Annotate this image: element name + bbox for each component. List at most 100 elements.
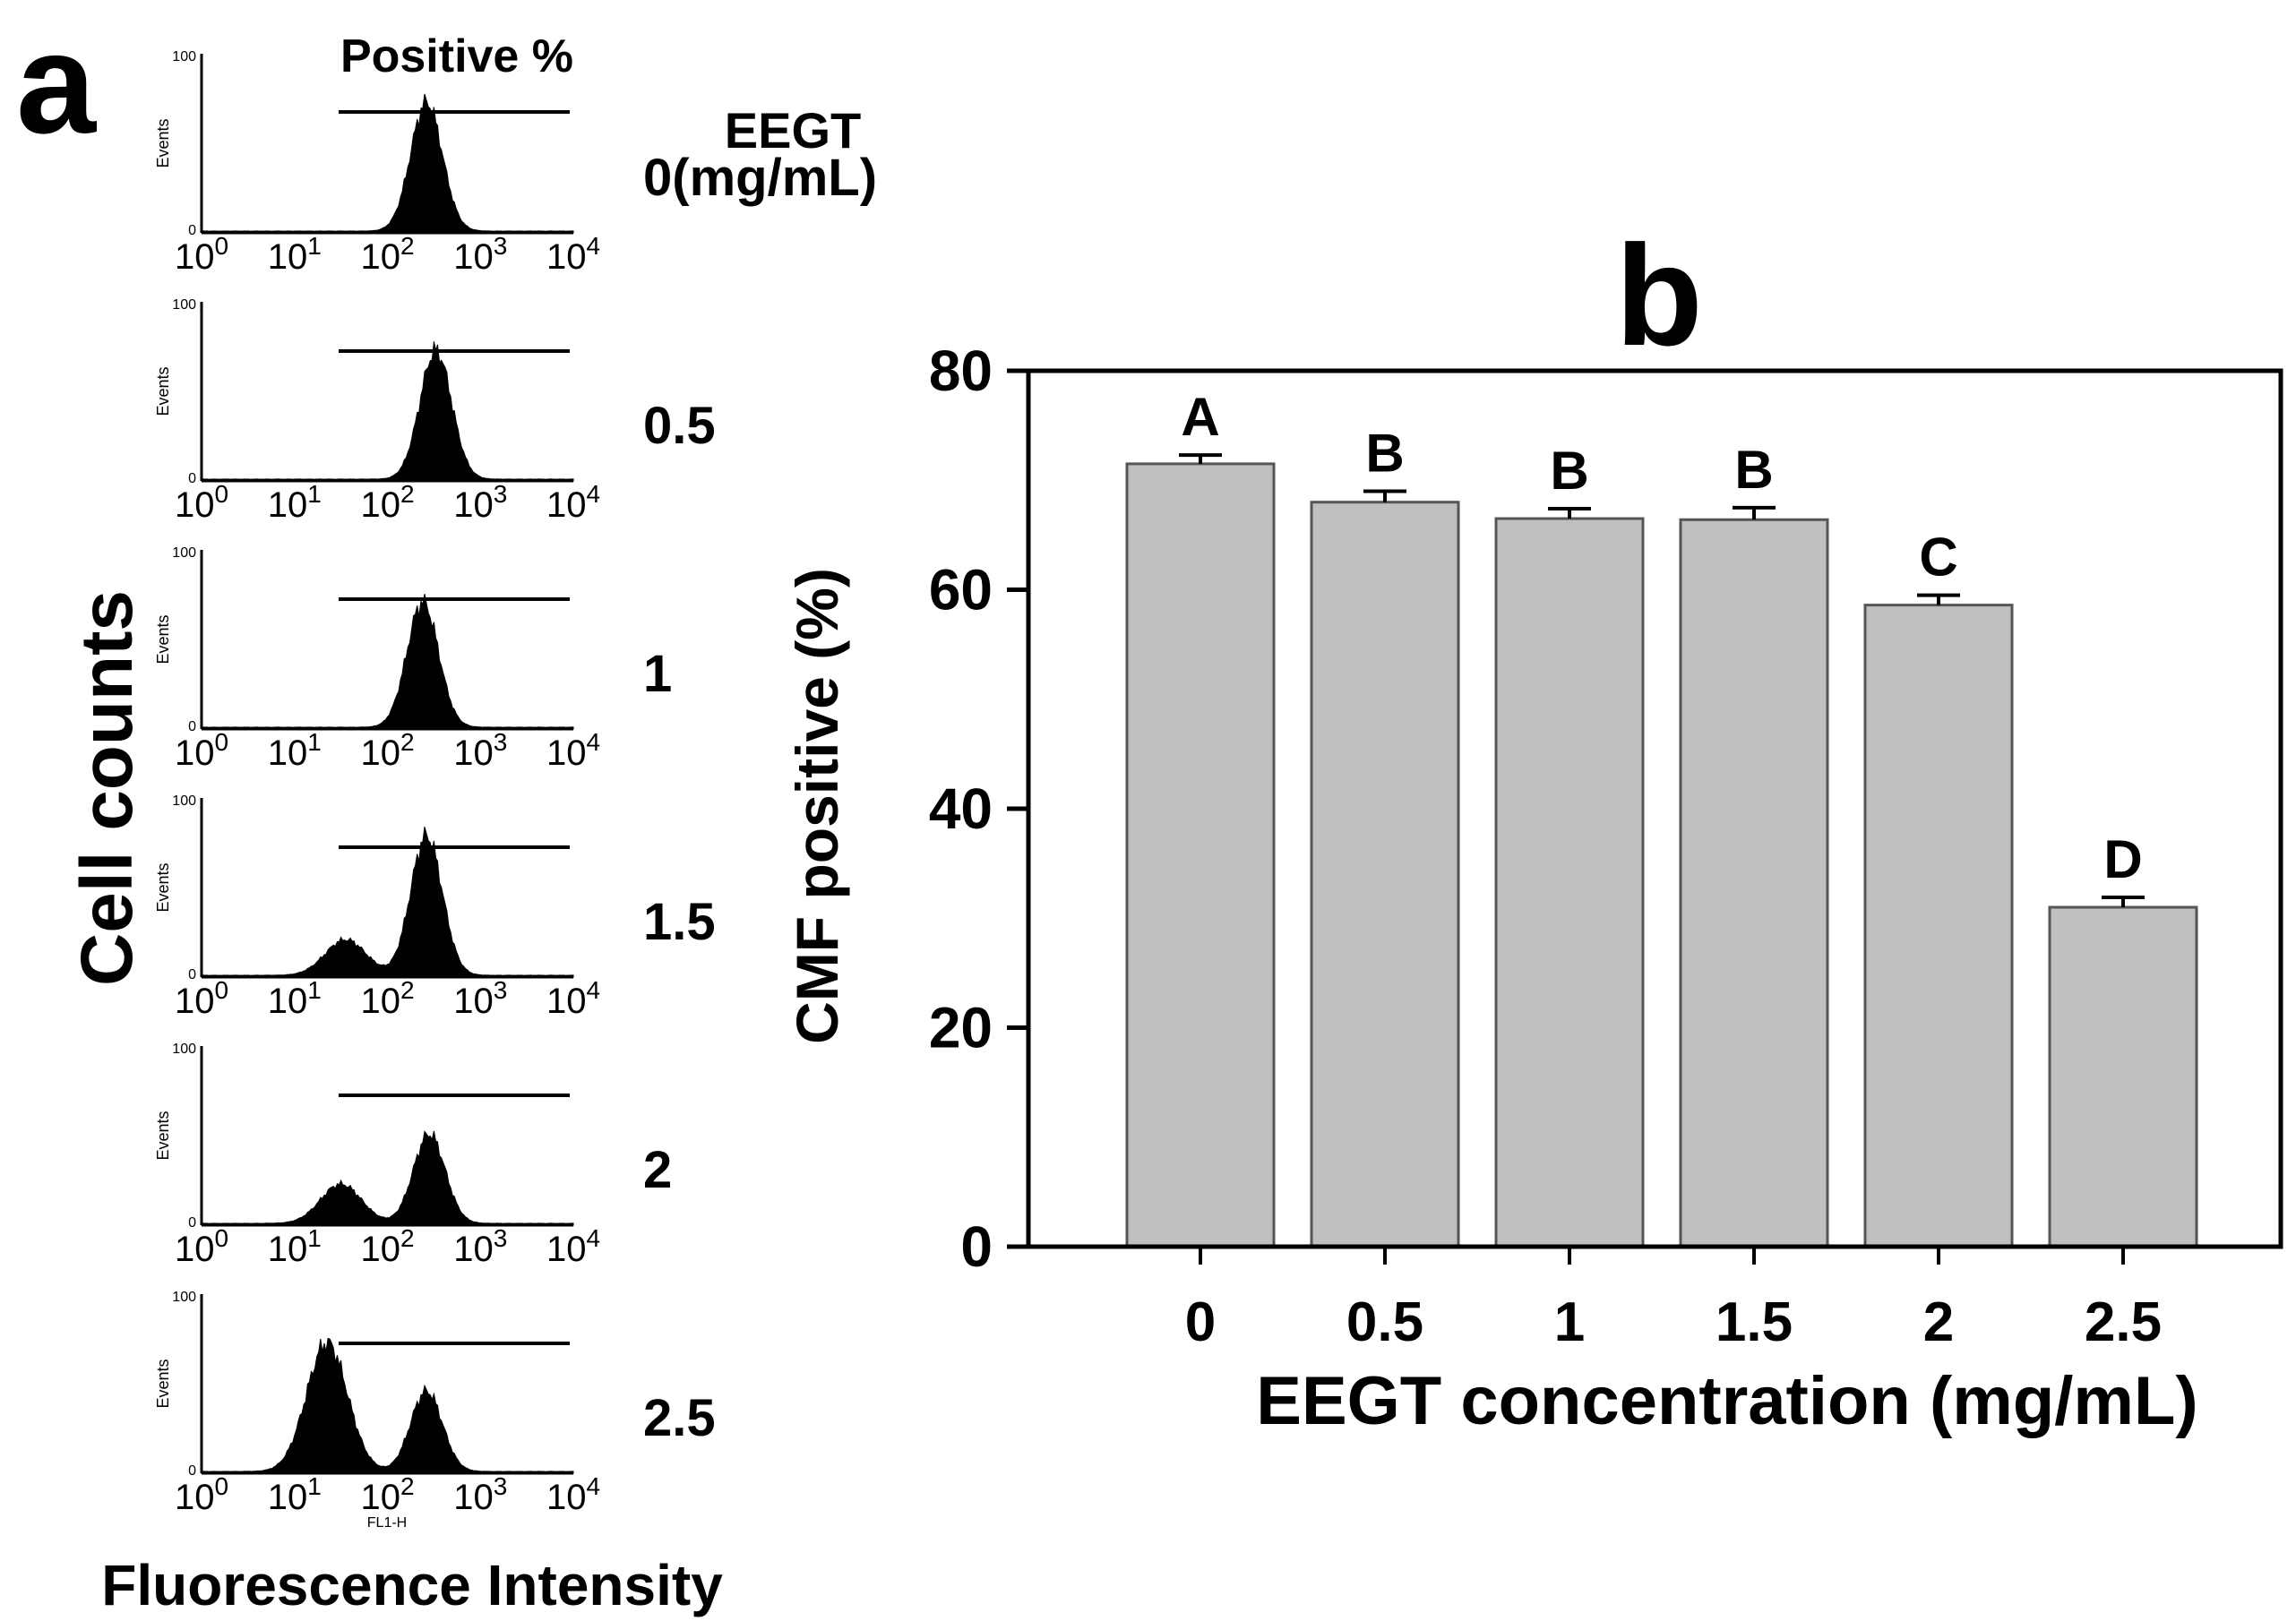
significance-letter-1: B bbox=[1550, 441, 1588, 501]
x-tick-label-5-2: 102 bbox=[360, 1472, 414, 1517]
y-ticks-layer: 0 20 40 60 80 bbox=[929, 339, 1028, 1279]
x-tick-exponent: 0 bbox=[214, 976, 228, 1004]
x-tick-base: 10 bbox=[546, 237, 587, 277]
x-tick-exponent: 4 bbox=[586, 1472, 600, 1500]
x-tick-exponent: 0 bbox=[214, 1224, 228, 1252]
y-tick-100: 100 bbox=[172, 297, 196, 313]
x-tick-exponent: 2 bbox=[400, 1472, 415, 1500]
x-tick-base: 10 bbox=[175, 733, 215, 773]
panel-a-letter: a bbox=[16, 3, 97, 163]
x-tick-base: 10 bbox=[546, 733, 587, 773]
x-tick-base: 10 bbox=[360, 237, 400, 277]
significance-letter-1.5: B bbox=[1734, 440, 1773, 500]
y-tick-100: 100 bbox=[172, 1042, 196, 1057]
significance-letters-layer: A B B B C D bbox=[1181, 387, 2142, 889]
x-tick-label-1-2: 102 bbox=[360, 480, 414, 525]
y-axis-title: CMF positive (%) bbox=[784, 568, 850, 1044]
x-tick-exponent: 4 bbox=[586, 1224, 600, 1252]
bar-1 bbox=[1494, 517, 1645, 1248]
x-tick-label-2-0: 100 bbox=[175, 728, 228, 773]
x-tick-label-0.5: 0.5 bbox=[1346, 1291, 1423, 1353]
channel-label: FL1-H bbox=[367, 1515, 407, 1531]
x-tick-exponent: 4 bbox=[586, 728, 600, 756]
x-tick-exponent: 2 bbox=[400, 728, 415, 756]
x-tick-base: 10 bbox=[546, 485, 587, 525]
x-tick-base: 10 bbox=[453, 982, 494, 1021]
x-tick-exponent: 3 bbox=[494, 1224, 508, 1252]
histogram-fill-2.5 bbox=[201, 1337, 574, 1474]
bar-0.5 bbox=[1310, 501, 1460, 1248]
events-label: Events bbox=[154, 614, 172, 664]
x-tick-label-4-4: 104 bbox=[546, 1224, 600, 1269]
y-tick-100: 100 bbox=[172, 49, 196, 64]
x-tick-exponent: 2 bbox=[400, 1224, 415, 1252]
x-tick-base: 10 bbox=[360, 982, 400, 1021]
x-tick-exponent: 4 bbox=[586, 232, 600, 260]
x-tick-base: 10 bbox=[175, 1478, 215, 1517]
x-tick-exponent: 1 bbox=[307, 1472, 322, 1500]
concentration-label-2: 2 bbox=[643, 1141, 672, 1199]
y-tick-100: 100 bbox=[172, 1290, 196, 1305]
concentration-label-0.5: 0.5 bbox=[643, 397, 716, 455]
bar-0 bbox=[1125, 462, 1276, 1248]
x-tick-base: 10 bbox=[175, 485, 215, 525]
x-tick-base: 10 bbox=[360, 1230, 400, 1269]
x-tick-label-4-0: 100 bbox=[175, 1224, 228, 1269]
x-tick-exponent: 2 bbox=[400, 976, 415, 1004]
significance-letter-0.5: B bbox=[1365, 423, 1404, 483]
x-tick-base: 10 bbox=[360, 733, 400, 773]
x-tick-exponent: 1 bbox=[307, 480, 322, 508]
bars-layer bbox=[1125, 462, 2198, 1248]
x-tick-label-3-1: 101 bbox=[268, 976, 322, 1021]
x-tick-label-1-1: 101 bbox=[268, 480, 322, 525]
concentration-label-0: 0(mg/mL) bbox=[643, 149, 877, 207]
x-tick-label-0-3: 103 bbox=[453, 232, 507, 277]
x-tick-label-5-1: 101 bbox=[268, 1472, 322, 1517]
x-tick-base: 10 bbox=[546, 982, 587, 1021]
histogram-fill-1.5 bbox=[201, 826, 574, 978]
x-tick-base: 10 bbox=[268, 237, 308, 277]
x-tick-base: 10 bbox=[546, 1230, 587, 1269]
bar-1.5 bbox=[1679, 518, 1829, 1248]
y-tick-label-20: 20 bbox=[929, 996, 993, 1060]
bar-chart: A B B B C D 0 20 40 60 80 0 0.5 1 1.5 2 2.5 bbox=[929, 339, 2283, 1353]
significance-letter-2: C bbox=[1919, 527, 1957, 588]
x-tick-exponent: 4 bbox=[586, 480, 600, 508]
x-tick-exponent: 3 bbox=[494, 728, 508, 756]
x-tick-label-3-0: 100 bbox=[175, 976, 228, 1021]
x-tick-label-2-1: 101 bbox=[268, 728, 322, 773]
concentration-label-1: 1 bbox=[643, 645, 672, 703]
x-tick-base: 10 bbox=[453, 485, 494, 525]
y-tick-label-40: 40 bbox=[929, 776, 993, 841]
x-tick-base: 10 bbox=[360, 1478, 400, 1517]
y-tick-label-0: 0 bbox=[960, 1214, 993, 1279]
x-tick-base: 10 bbox=[360, 485, 400, 525]
x-tick-label-3-2: 102 bbox=[360, 976, 414, 1021]
x-tick-label-0-4: 104 bbox=[546, 232, 600, 277]
events-label: Events bbox=[154, 1111, 172, 1160]
x-tick-exponent: 0 bbox=[214, 1472, 228, 1500]
x-tick-exponent: 1 bbox=[307, 232, 322, 260]
x-tick-base: 10 bbox=[546, 1478, 587, 1517]
bar-2 bbox=[1863, 604, 2014, 1248]
x-tick-exponent: 3 bbox=[494, 232, 508, 260]
x-tick-exponent: 3 bbox=[494, 976, 508, 1004]
x-tick-label-4-1: 101 bbox=[268, 1224, 322, 1269]
x-tick-label-0-1: 101 bbox=[268, 232, 322, 277]
error-bars-layer bbox=[1179, 453, 2145, 908]
x-tick-label-2-3: 103 bbox=[453, 728, 507, 773]
x-tick-label-3-3: 103 bbox=[453, 976, 507, 1021]
fluorescence-axis-title: Fluorescence Intensity bbox=[101, 1553, 723, 1617]
x-tick-label-2-2: 102 bbox=[360, 728, 414, 773]
x-tick-label-2: 2 bbox=[1923, 1291, 1954, 1353]
x-tick-label-5-3: 103 bbox=[453, 1472, 507, 1517]
y-tick-0: 0 bbox=[188, 223, 196, 238]
x-tick-exponent: 0 bbox=[214, 232, 228, 260]
concentration-label-2.5: 2.5 bbox=[643, 1389, 716, 1447]
